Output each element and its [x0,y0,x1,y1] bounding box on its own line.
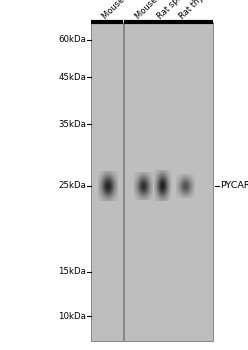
Bar [91,22,123,341]
Text: Mouse spleen: Mouse spleen [101,0,149,21]
Text: 60kDa: 60kDa [59,35,86,44]
Text: 15kDa: 15kDa [59,267,86,276]
Bar [124,22,213,341]
Text: 35kDa: 35kDa [59,120,86,129]
Text: 25kDa: 25kDa [59,182,86,190]
Text: Rat thymus: Rat thymus [177,0,218,21]
Text: 45kDa: 45kDa [59,73,86,82]
Text: 10kDa: 10kDa [59,312,86,321]
Text: Rat spleen: Rat spleen [155,0,193,21]
Text: Mouse thymus: Mouse thymus [134,0,184,21]
Text: PYCARD: PYCARD [220,182,248,190]
